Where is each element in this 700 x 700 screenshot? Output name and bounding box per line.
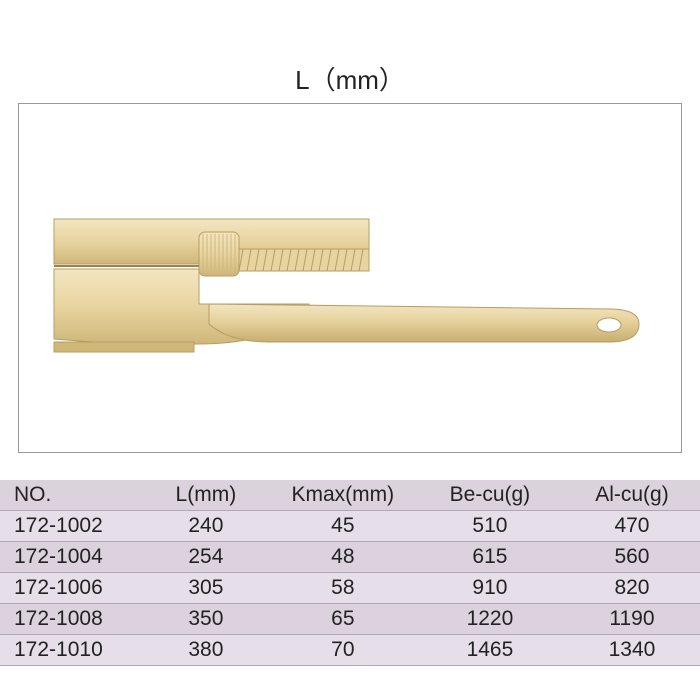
col-no: NO. [0, 480, 142, 511]
cell-becu: 1465 [416, 635, 558, 666]
cell-no: 172-1010 [0, 635, 142, 666]
cell-alcu: 820 [558, 573, 700, 604]
cell-l: 350 [142, 604, 264, 635]
cell-l: 254 [142, 542, 264, 573]
cell-alcu: 470 [558, 511, 700, 542]
cell-becu: 1220 [416, 604, 558, 635]
table-row: 172-1008 350 65 1220 1190 [0, 604, 700, 635]
dimension-label: L（mm） [0, 0, 700, 103]
wrench-illustration [49, 214, 649, 384]
cell-kmax: 48 [264, 542, 416, 573]
cell-kmax: 45 [264, 511, 416, 542]
cell-kmax: 58 [264, 573, 416, 604]
table-row: 172-1006 305 58 910 820 [0, 573, 700, 604]
cell-no: 172-1002 [0, 511, 142, 542]
table-row: 172-1004 254 48 615 560 [0, 542, 700, 573]
cell-no: 172-1008 [0, 604, 142, 635]
table-row: 172-1002 240 45 510 470 [0, 511, 700, 542]
cell-no: 172-1006 [0, 573, 142, 604]
spec-table-wrap: NO. L(mm) Kmax(mm) Be-cu(g) Al-cu(g) 172… [0, 480, 700, 666]
cell-l: 305 [142, 573, 264, 604]
col-kmax: Kmax(mm) [264, 480, 416, 511]
cell-l: 380 [142, 635, 264, 666]
col-becu: Be-cu(g) [416, 480, 558, 511]
col-l: L(mm) [142, 480, 264, 511]
product-image-box [18, 103, 682, 453]
cell-alcu: 1190 [558, 604, 700, 635]
cell-kmax: 70 [264, 635, 416, 666]
cell-alcu: 560 [558, 542, 700, 573]
cell-becu: 910 [416, 573, 558, 604]
table-row: 172-1010 380 70 1465 1340 [0, 635, 700, 666]
cell-becu: 510 [416, 511, 558, 542]
cell-no: 172-1004 [0, 542, 142, 573]
spec-table: NO. L(mm) Kmax(mm) Be-cu(g) Al-cu(g) 172… [0, 480, 700, 666]
cell-kmax: 65 [264, 604, 416, 635]
table-header-row: NO. L(mm) Kmax(mm) Be-cu(g) Al-cu(g) [0, 480, 700, 511]
col-alcu: Al-cu(g) [558, 480, 700, 511]
cell-alcu: 1340 [558, 635, 700, 666]
cell-becu: 615 [416, 542, 558, 573]
cell-l: 240 [142, 511, 264, 542]
